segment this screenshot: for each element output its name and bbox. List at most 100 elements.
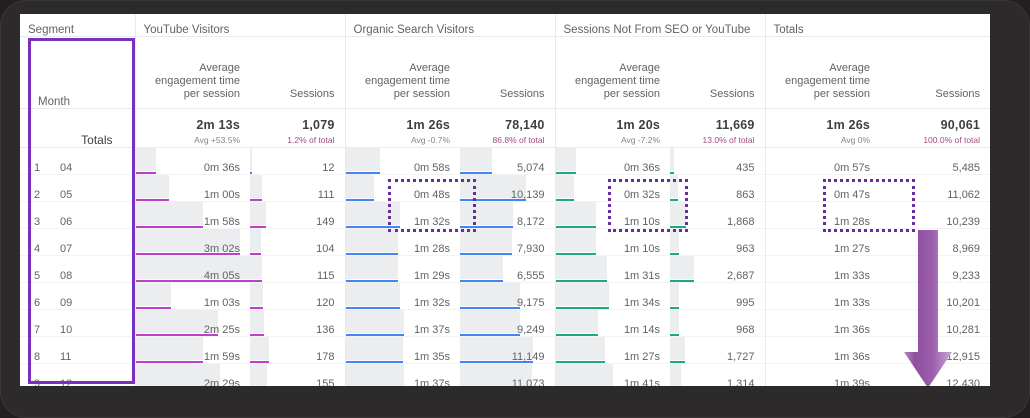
row-month[interactable]: 09: [50, 282, 135, 310]
cell-totals-sessions: 8,969: [880, 228, 990, 256]
cell-value: 1m 03s: [203, 297, 240, 309]
cell-bar: [460, 148, 493, 171]
table-row[interactable]: 9 12 2m 29s 155 1m 37s 11,073 1m 41s 1,314 1m 39…: [20, 363, 990, 386]
cell-bar-underline: [136, 280, 250, 282]
totals-youtube-avg-engagement: 2m 13s Avg +53.5%: [134, 108, 250, 148]
cell-bar-underline: [460, 280, 503, 282]
totals-nonseo-sessions: 11,669 13.0% of total: [670, 108, 766, 148]
row-month[interactable]: 11: [50, 336, 135, 364]
sort-ascending-arrow-icon[interactable]: ↑: [26, 97, 32, 108]
table-row[interactable]: 8 11 1m 59s 178 1m 35s 11,149 1m 27s 1,727 1m 36…: [20, 336, 990, 364]
cell-bar: [136, 364, 221, 386]
cell-value: 12,915: [946, 351, 981, 363]
totals-row: Totals 2m 13s Avg +53.5% 1,079 1.2% of t…: [20, 108, 990, 148]
metric-header-totals-avg-engagement[interactable]: Average engagement time per session: [764, 36, 881, 109]
row-month[interactable]: 12: [50, 363, 135, 386]
cell-bar: [136, 229, 240, 252]
dimension-header-month[interactable]: ↑ Month: [20, 36, 135, 109]
row-index: 4: [20, 228, 50, 256]
row-month[interactable]: 10: [50, 309, 135, 337]
group-header-sessions-not-from-seo-or-youtube[interactable]: Sessions Not From SEO or YouTube: [554, 14, 766, 37]
cell-bar: [346, 202, 401, 225]
cell-bar: [346, 229, 399, 252]
cell-bar: [346, 148, 380, 171]
table-row[interactable]: 7 10 2m 25s 136 1m 37s 9,249 1m 14s 968 1m 36s 10…: [20, 309, 990, 337]
cell-value: 1m 39s: [833, 378, 871, 386]
cell-bar: [556, 337, 605, 360]
row-index: 1: [20, 147, 50, 175]
cell-bar-underline: [670, 199, 678, 201]
cell-youtube-avg-engagement: 1m 00s: [134, 174, 250, 202]
table-row[interactable]: 5 08 4m 05s 115 1m 29s 6,555 1m 31s 2,687 1m 33s…: [20, 255, 990, 283]
cell-bar-underline: [460, 361, 533, 363]
cell-nonseo-avg-engagement: 1m 27s: [554, 336, 671, 364]
group-header-totals[interactable]: Totals: [764, 14, 990, 37]
cell-totals-avg-engagement: 0m 47s: [764, 174, 881, 202]
cell-totals-sessions: 10,281: [880, 309, 990, 337]
metric-header-youtube-avg-engagement[interactable]: Average engagement time per session: [134, 36, 250, 109]
cell-value: 1m 00s: [203, 189, 240, 201]
row-index: 8: [20, 336, 50, 364]
cell-bar-underline: [670, 172, 674, 174]
cell-value: 1m 37s: [413, 324, 451, 336]
cell-youtube-avg-engagement: 3m 02s: [134, 228, 250, 256]
cell-bar: [250, 148, 252, 171]
group-header-segment[interactable]: Segment: [20, 14, 135, 37]
cell-value: 136: [316, 324, 335, 336]
row-month[interactable]: 08: [50, 255, 135, 283]
cell-bar: [250, 283, 264, 306]
cell-youtube-avg-engagement: 1m 59s: [134, 336, 250, 364]
cell-bar-underline: [670, 280, 694, 282]
table-row[interactable]: 3 06 1m 58s 149 1m 32s 8,172 1m 10s 1,868 1m 28s…: [20, 201, 990, 229]
cell-bar-underline: [670, 226, 687, 228]
cell-bar-underline: [346, 307, 401, 309]
cell-totals-sessions: 5,485: [880, 147, 990, 175]
cell-value: 3m 02s: [203, 243, 240, 255]
metric-header-youtube-sessions[interactable]: Sessions: [250, 36, 346, 109]
cell-value: 1m 32s: [413, 297, 451, 309]
row-index: 2: [20, 174, 50, 202]
group-header-organic-search-visitors[interactable]: Organic Search Visitors: [344, 14, 556, 37]
cell-bar-underline: [670, 307, 679, 309]
row-month[interactable]: 04: [50, 147, 135, 175]
metric-header-organic-avg-engagement[interactable]: Average engagement time per session: [344, 36, 461, 109]
table-row[interactable]: 4 07 3m 02s 104 1m 28s 7,930 1m 10s 963 1m 27s 8,…: [20, 228, 990, 256]
cell-nonseo-avg-engagement: 1m 41s: [554, 363, 671, 386]
metric-line-2: engagement time: [575, 75, 661, 87]
metric-header-organic-sessions[interactable]: Sessions: [460, 36, 556, 109]
row-month[interactable]: 05: [50, 174, 135, 202]
cell-bar-underline: [556, 199, 574, 201]
row-month[interactable]: 06: [50, 201, 135, 229]
cell-value: 1m 37s: [413, 378, 451, 386]
totals-totals-avg-engagement: 1m 26s Avg 0%: [764, 108, 881, 148]
table-row[interactable]: 6 09 1m 03s 120 1m 32s 9,175 1m 34s 995 1m 33s 10…: [20, 282, 990, 310]
cell-bar-underline: [556, 334, 598, 336]
cell-bar-underline: [250, 172, 252, 174]
group-header-youtube-visitors[interactable]: YouTube Visitors: [134, 14, 346, 37]
cell-value: 8,172: [516, 216, 545, 228]
cell-value: 0m 36s: [623, 162, 661, 174]
report-table-panel: Segment YouTube Visitors Organic Search …: [20, 14, 990, 386]
cell-value: 435: [736, 162, 755, 174]
cell-value: 1m 36s: [833, 351, 871, 363]
row-month[interactable]: 07: [50, 228, 135, 256]
table-row[interactable]: 2 05 1m 00s 111 0m 48s 10,139 0m 32s 863 0m 47s 1…: [20, 174, 990, 202]
cell-bar: [556, 229, 596, 252]
cell-totals-avg-engagement: 1m 36s: [764, 309, 881, 337]
metric-header-totals-sessions[interactable]: Sessions: [880, 36, 990, 109]
cell-value: 104: [316, 243, 335, 255]
cell-value: 6,555: [516, 270, 545, 282]
cell-totals-avg-engagement: 1m 36s: [764, 336, 881, 364]
cell-organic-avg-engagement: 1m 37s: [344, 309, 461, 337]
cell-value: 5,074: [516, 162, 545, 174]
metric-header-nonseo-sessions[interactable]: Sessions: [670, 36, 766, 109]
metric-header-nonseo-avg-engagement[interactable]: Average engagement time per session: [554, 36, 671, 109]
cell-bar: [346, 283, 401, 306]
cell-value: 149: [316, 216, 335, 228]
cell-bar-underline: [136, 307, 171, 309]
cell-youtube-sessions: 120: [250, 282, 346, 310]
table-row[interactable]: 1 04 0m 36s 12 0m 58s 5,074 0m 36s 435 0m 57s 5,4…: [20, 147, 990, 175]
cell-value: 995: [736, 297, 755, 309]
cell-bar-underline: [556, 361, 605, 363]
cell-value: 10,239: [946, 216, 981, 228]
